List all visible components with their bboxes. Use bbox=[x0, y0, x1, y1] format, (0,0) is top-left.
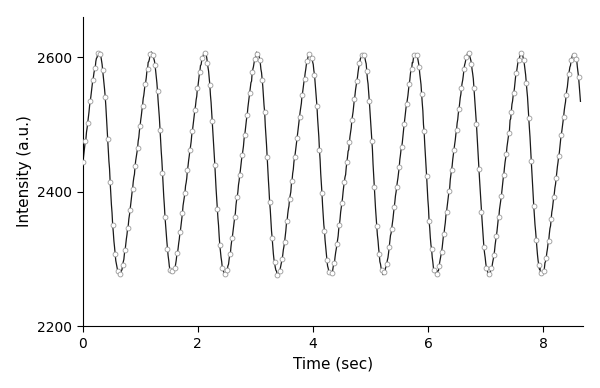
Y-axis label: Intensity (a.u.): Intensity (a.u.) bbox=[17, 116, 32, 227]
X-axis label: Time (sec): Time (sec) bbox=[293, 356, 373, 371]
